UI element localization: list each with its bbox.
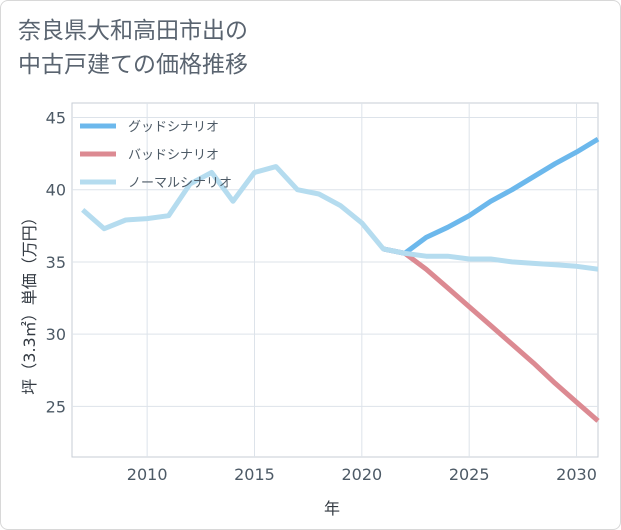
normal-scenario-line (81, 164, 599, 272)
series-lines (81, 136, 600, 423)
x-tick-2025: 2025 (449, 465, 490, 484)
legend-label-normal: ノーマルシナリオ (128, 176, 232, 191)
y-tick-35: 35 (46, 253, 66, 272)
y-tick-30: 30 (46, 325, 66, 344)
bad-scenario-line (382, 246, 600, 423)
legend-label-good: グッドシナリオ (128, 120, 219, 135)
gridlines (72, 103, 598, 457)
chart-title-line-1: 奈良県大和高田市出の (18, 18, 248, 44)
y-tick-45: 45 (46, 108, 66, 127)
x-tick-2010: 2010 (127, 465, 168, 484)
legend-label-bad: バッドシナリオ (128, 148, 219, 163)
x-tick-2015: 2015 (234, 465, 275, 484)
x-tick-labels: 2010 2015 2020 2025 2030 (127, 465, 597, 484)
plot-area (71, 102, 599, 458)
x-tick-2030: 2030 (556, 465, 597, 484)
x-axis-label: 年 (324, 499, 340, 518)
y-tick-25: 25 (46, 397, 66, 416)
good-scenario-line (382, 136, 600, 256)
chart-title: 奈良県大和高田市出の 中古戸建ての価格推移 (18, 14, 248, 82)
y-tick-40: 40 (46, 181, 66, 200)
y-tick-labels: 25 30 35 40 45 (46, 108, 66, 416)
y-axis-label: 坪（3.3㎡）単価（万円） (20, 209, 39, 394)
chart-title-line-2: 中古戸建ての価格推移 (18, 52, 248, 78)
x-tick-2020: 2020 (341, 465, 382, 484)
